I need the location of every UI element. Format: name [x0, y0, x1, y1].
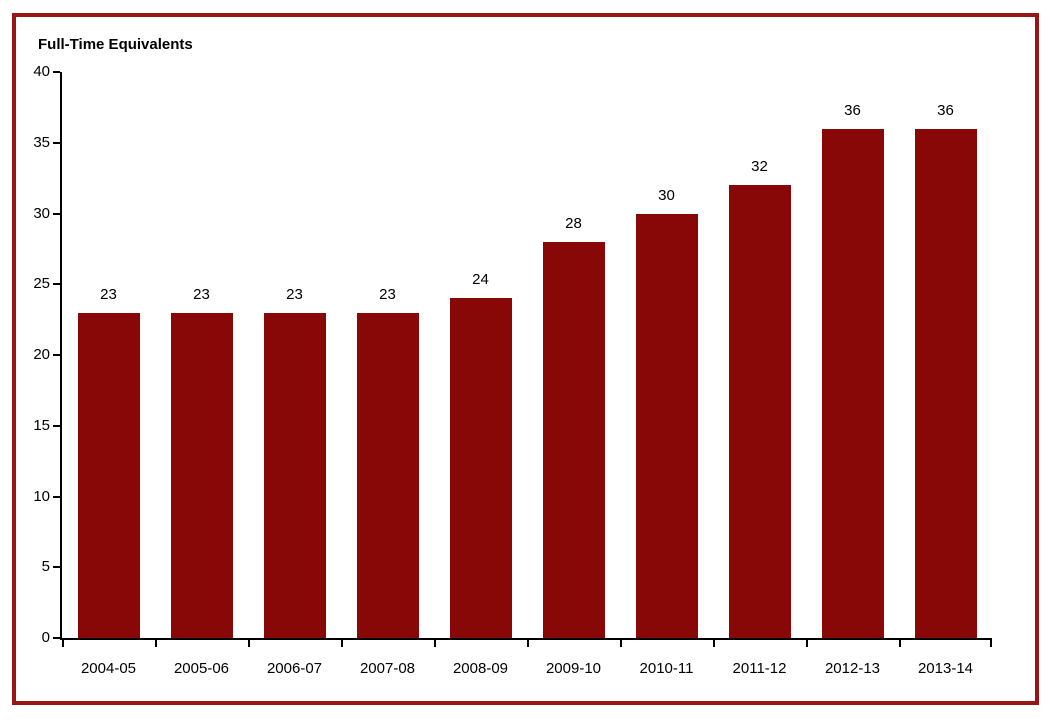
x-axis-tick-mark	[155, 640, 157, 647]
bar-value-label: 23	[100, 285, 117, 303]
bar-value-label: 36	[844, 101, 861, 119]
bar-value-label: 23	[193, 285, 210, 303]
x-axis-category-label: 2009-10	[545, 660, 602, 677]
y-axis-tick-mark	[53, 71, 60, 73]
x-axis-category-label: 2008-09	[452, 660, 509, 677]
x-axis-tick-mark	[806, 640, 808, 647]
x-axis-tick-mark	[434, 640, 436, 647]
x-axis-tick-mark	[527, 640, 529, 647]
x-axis-category-label: 2012-13	[824, 660, 881, 677]
y-axis-tick-mark	[53, 212, 60, 215]
bar-value-label: 28	[565, 214, 582, 232]
bar-value-label: 30	[658, 186, 675, 204]
y-axis-tick-mark	[53, 637, 60, 639]
y-axis-tick-mark	[53, 424, 60, 427]
x-axis-tick-mark	[899, 640, 901, 647]
bar-2012-13	[821, 128, 884, 638]
y-axis-tick-label: 5	[41, 558, 50, 576]
y-axis-tick-label: 25	[33, 275, 50, 293]
chart-frame: Full-Time Equivalents 0 5 10 15 20 25 30 35 40 23…	[12, 13, 1039, 705]
bar-2005-06	[170, 312, 233, 638]
plot-area: 0 5 10 15 20 25 30 35 40 23 2004-05 23 2005-06 23 2006…	[33, 64, 992, 677]
y-axis-tick-label: 15	[33, 416, 50, 434]
bar-2004-05	[77, 312, 140, 638]
chart-title: Full-Time Equivalents	[38, 36, 193, 53]
x-axis-category-label: 2007-08	[359, 660, 416, 677]
bar-2008-09	[449, 298, 512, 638]
bar-value-label: 23	[286, 285, 303, 303]
bar-value-label: 24	[472, 271, 489, 289]
x-axis-category-label: 2010-11	[639, 660, 694, 677]
y-axis-tick-mark	[53, 566, 60, 569]
bar-2013-14	[914, 128, 977, 638]
y-axis-tick-label: 40	[33, 63, 50, 80]
x-axis-category-label: 2011-12	[732, 660, 787, 677]
bar-value-label: 36	[937, 101, 954, 119]
y-axis-tick-label: 20	[33, 346, 50, 363]
x-axis-category-label: 2013-14	[917, 660, 974, 677]
bar-value-label: 23	[379, 285, 396, 303]
y-axis-tick-mark	[53, 495, 60, 498]
y-axis-tick-mark	[53, 283, 60, 286]
y-axis-tick-mark	[53, 141, 60, 144]
x-axis-tick-mark	[990, 640, 992, 647]
y-axis-tick-label: 30	[33, 204, 50, 222]
x-axis-tick-mark	[248, 640, 250, 647]
x-axis-category-label: 2004-05	[80, 660, 137, 677]
y-axis-tick-label: 35	[33, 133, 50, 151]
bar-2009-10	[542, 241, 605, 638]
bar-value-label: 32	[751, 158, 768, 176]
bar-2007-08	[356, 312, 419, 638]
x-axis-tick-mark	[62, 640, 64, 647]
bar-2010-11	[635, 213, 698, 638]
bar-2011-12	[728, 185, 791, 638]
x-axis-tick-mark	[341, 640, 343, 647]
bar-2006-07	[263, 312, 326, 638]
y-axis-tick-mark	[53, 354, 60, 356]
x-axis-category-label: 2006-07	[266, 660, 323, 677]
y-axis-tick-label: 10	[33, 487, 50, 505]
y-axis-tick-label: 0	[41, 629, 50, 646]
x-axis-tick-mark	[620, 640, 622, 647]
x-axis-tick-mark	[713, 640, 715, 647]
x-axis-category-label: 2005-06	[173, 660, 230, 677]
